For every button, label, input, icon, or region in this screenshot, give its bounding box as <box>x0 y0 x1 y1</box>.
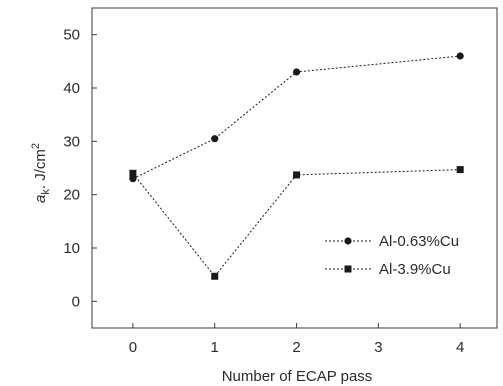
series-line-1 <box>132 55 461 180</box>
legend: Al-0.63%Cu Al-3.9%Cu <box>325 233 459 278</box>
legend-marker-square <box>344 265 352 273</box>
y-tick-label: 10 <box>63 240 80 257</box>
x-tick-label: 0 <box>129 339 137 356</box>
x-tick-label: 1 <box>211 339 219 356</box>
y-axis-title-superscript: 2 <box>30 143 42 149</box>
data-point-circle <box>129 175 137 183</box>
y-axis-title-unit: . J/cm <box>32 149 49 189</box>
data-point-square <box>211 272 219 280</box>
y-tick-label: 30 <box>63 133 80 150</box>
y-axis-title-symbol: a <box>32 195 49 203</box>
series-line-2 <box>132 169 461 278</box>
y-tick-label: 20 <box>63 187 80 204</box>
data-point-square <box>456 166 464 174</box>
y-axis-title-subscript: k <box>40 189 52 195</box>
y-tick-label: 50 <box>63 27 80 44</box>
data-point-square <box>129 169 137 177</box>
data-point-circle <box>456 52 464 60</box>
legend-marker-circle <box>344 237 352 245</box>
y-axis-title: ak. J/cm2 <box>30 143 52 203</box>
x-tick-label: 2 <box>292 339 300 356</box>
x-axis-title: Number of ECAP pass <box>222 368 373 385</box>
legend-label-series-2: Al-3.9%Cu <box>379 261 451 278</box>
plot-frame <box>91 7 498 329</box>
y-axis-ticks: 0 10 20 30 40 50 <box>63 27 97 310</box>
y-tick-label: 40 <box>63 80 80 97</box>
data-point-square <box>293 171 301 179</box>
x-axis-ticks: 0 1 2 3 4 <box>129 323 464 356</box>
series-layer <box>129 52 464 280</box>
x-tick-label: 3 <box>374 339 382 356</box>
legend-item-series-1: Al-0.63%Cu <box>325 233 459 250</box>
legend-label-series-1: Al-0.63%Cu <box>379 233 459 250</box>
x-tick-label: 4 <box>456 339 464 356</box>
legend-item-series-2: Al-3.9%Cu <box>325 261 451 278</box>
data-point-circle <box>292 68 301 76</box>
y-tick-label: 0 <box>72 293 80 310</box>
data-point-circle <box>211 135 219 143</box>
